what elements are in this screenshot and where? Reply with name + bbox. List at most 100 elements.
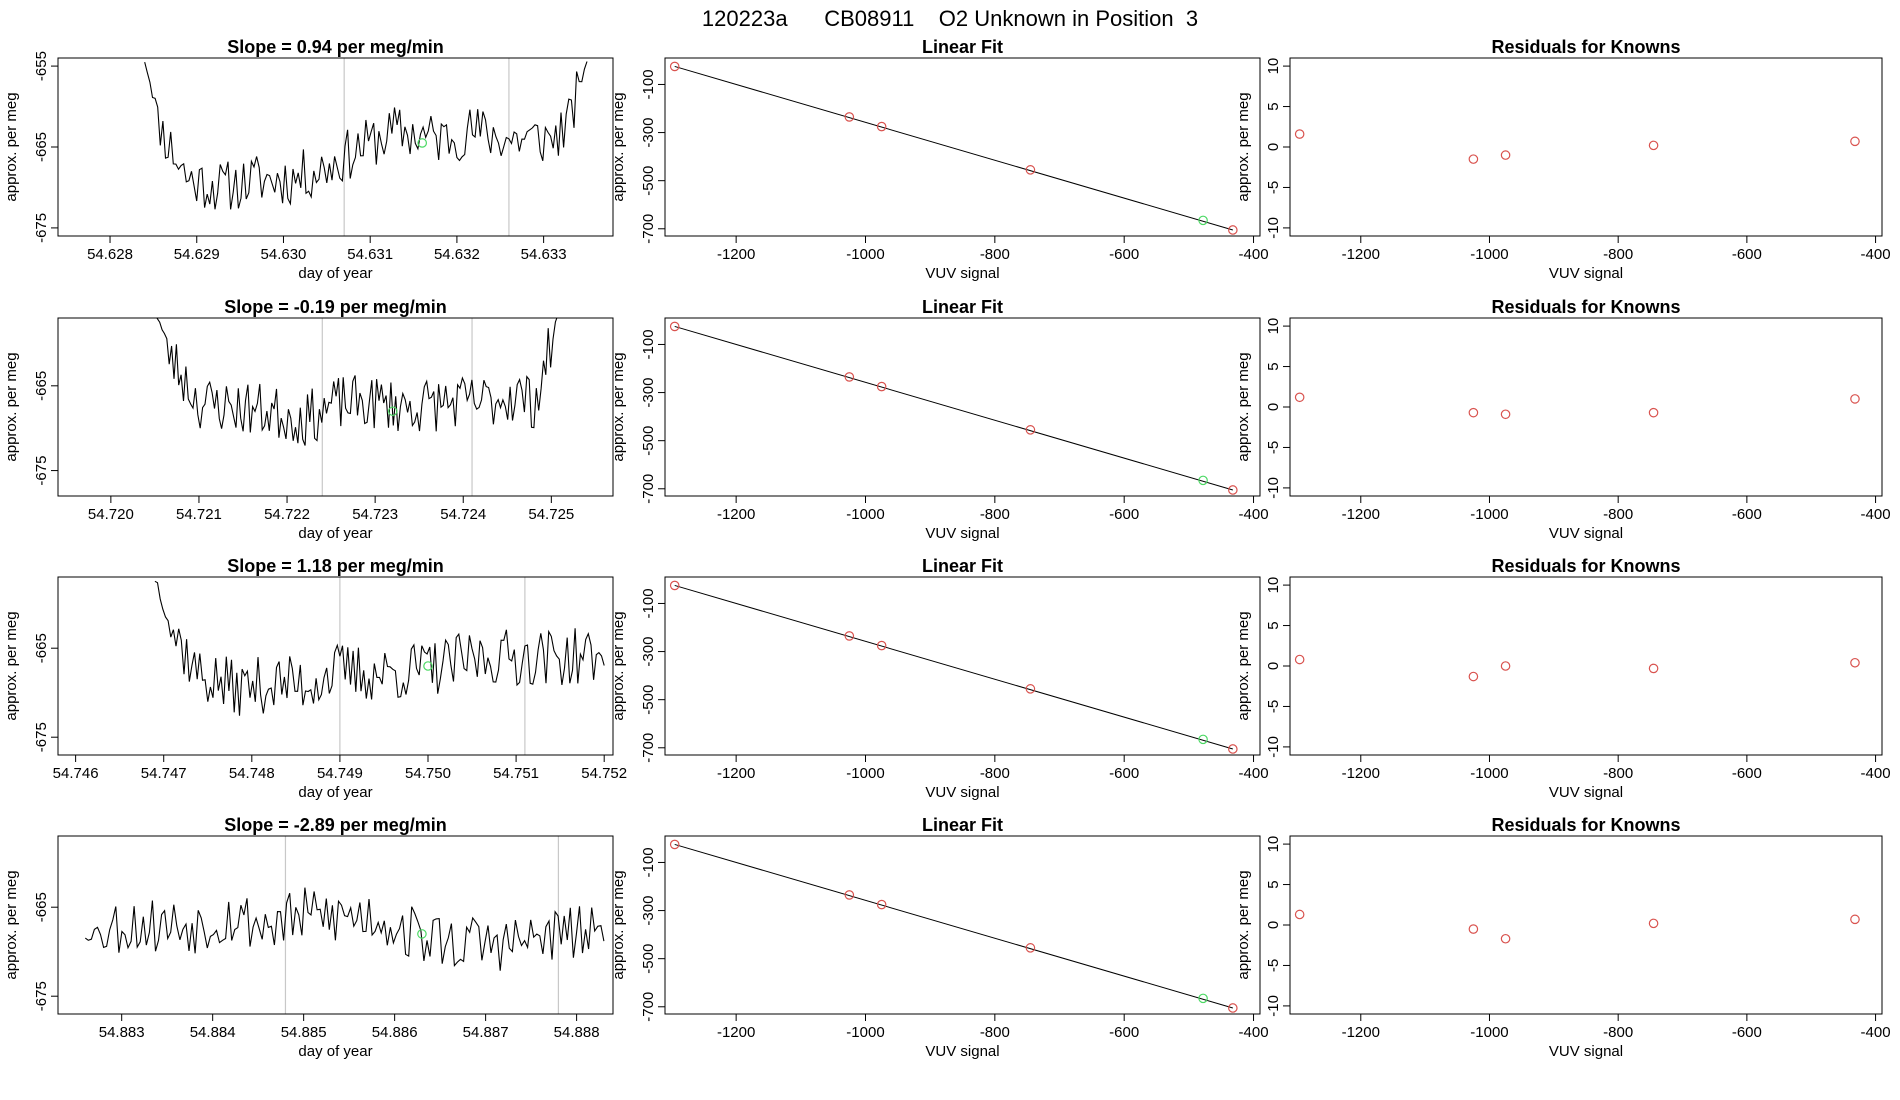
residual-point [1648,407,1659,418]
plot-area [669,580,1238,754]
x-tick-label: -1000 [1470,765,1508,782]
panel-title: Linear Fit [922,556,1003,576]
residual-point [1500,150,1511,160]
plot-frame [664,317,1261,497]
y-tick-label: -500 [640,426,657,456]
y-axis-label: approx. per meg [610,352,627,461]
x-tick-label: -1200 [717,246,755,263]
known-standard-point [876,899,887,910]
y-axis-label: approx. per meg [1235,92,1252,201]
x-tick-label: -600 [1732,506,1762,523]
residual-point [1468,407,1479,418]
x-axis-label: VUV signal [925,784,999,801]
x-tick-label: -600 [1109,506,1139,523]
y-tick-label: -665 [33,371,50,401]
x-tick-label: -1200 [717,506,755,523]
y-axis-label: approx. per meg [3,870,20,979]
y-axis-label: approx. per meg [3,611,20,720]
x-axis-label: VUV signal [1549,265,1623,282]
y-tick-label: 10 [1265,318,1282,335]
panel-residuals-row3: Residuals for Knowns VUV signal approx. pe… [1235,556,1891,801]
y-axis-label: approx. per meg [610,92,627,201]
panel-fit-row2: Linear Fit VUV signal approx. per meg -1200… [610,297,1269,542]
plot-frame [57,317,614,497]
y-tick-label: -700 [640,992,657,1022]
known-standard-point [876,640,887,651]
x-tick-label: 54.724 [440,506,486,523]
x-tick-label: 54.748 [229,765,275,782]
panel-residuals-row2: Residuals for Knowns VUV signal approx. pe… [1235,297,1891,542]
y-tick-label: -5 [1265,959,1282,972]
y-axis-label: approx. per meg [3,92,20,201]
x-tick-label: 54.629 [174,246,220,263]
x-tick-label: 54.628 [87,246,133,263]
y-tick-label: -665 [33,892,50,922]
x-tick-label: -1000 [846,246,884,263]
fit-line [674,325,1233,491]
y-axis-label: approx. per meg [1235,611,1252,720]
panel-title: Residuals for Knowns [1491,297,1680,317]
panel-title: Residuals for Knowns [1491,37,1680,57]
panel-residuals-row4: Residuals for Knowns VUV signal approx. pe… [1235,815,1891,1060]
x-tick-label: 54.750 [405,765,451,782]
residual-point [1850,657,1860,668]
x-tick-label: 54.632 [434,246,480,263]
y-tick-label: -100 [640,588,657,618]
x-tick-label: -800 [1603,246,1633,263]
residual-point [1648,918,1659,929]
x-tick-label: -600 [1109,765,1139,782]
plot-frame [57,576,614,756]
y-tick-label: -100 [640,329,657,359]
plot-area [1294,654,1860,682]
page-title: 120223a CB08911 O2 Unknown in Position 3 [702,6,1198,31]
x-tick-label: -600 [1732,246,1762,263]
plot-frame [664,57,1261,237]
y-tick-label: -300 [640,118,657,148]
panel-time-row1: Slope = 0.94 per meg/min day of year appro… [3,37,614,282]
unknown-mean-point [417,138,428,148]
x-tick-label: -400 [1239,1024,1269,1041]
y-tick-label: -500 [640,944,657,974]
x-tick-label: -1200 [1342,765,1380,782]
panel-title: Slope = 1.18 per meg/min [227,556,444,576]
unknown-mean-point [423,661,433,671]
known-standard-point [1228,744,1238,754]
x-tick-label: 54.723 [352,506,398,523]
known-standard-point [1025,425,1036,435]
plot-area [144,58,588,236]
plot-frame [1289,57,1883,237]
plot-area [1294,909,1860,944]
panel-title: Residuals for Knowns [1491,556,1680,576]
y-tick-label: -500 [640,685,657,715]
y-tick-label: -500 [640,166,657,196]
known-standard-point [844,631,855,641]
known-standard-point [876,121,887,132]
y-tick-label: -700 [640,474,657,504]
x-axis-label: VUV signal [1549,525,1623,542]
x-axis-label: VUV signal [925,265,999,282]
x-tick-label: -400 [1861,765,1891,782]
x-tick-label: 54.886 [372,1024,418,1041]
known-standard-point [669,580,680,591]
x-tick-label: -1200 [1342,506,1380,523]
plot-area [1294,392,1860,420]
unknown-sample-point [1198,734,1208,745]
y-tick-label: -675 [33,981,50,1011]
y-tick-label: -100 [640,847,657,877]
x-tick-label: -400 [1861,1024,1891,1041]
y-tick-label: 10 [1265,836,1282,853]
y-tick-label: 10 [1265,577,1282,594]
y-tick-label: -665 [33,633,50,663]
plot-area [669,321,1238,495]
panel-residuals-row1: Residuals for Knowns VUV signal approx. pe… [1235,37,1891,282]
x-tick-label: -800 [1603,506,1633,523]
y-tick-label: 5 [1265,880,1282,888]
plot-area [84,836,605,1014]
plot-frame [1289,576,1883,756]
known-standard-point [1228,485,1238,495]
signal-trace [156,318,558,446]
known-standard-point [1228,1003,1238,1013]
x-tick-label: -600 [1109,246,1139,263]
known-standard-point [1025,943,1036,953]
